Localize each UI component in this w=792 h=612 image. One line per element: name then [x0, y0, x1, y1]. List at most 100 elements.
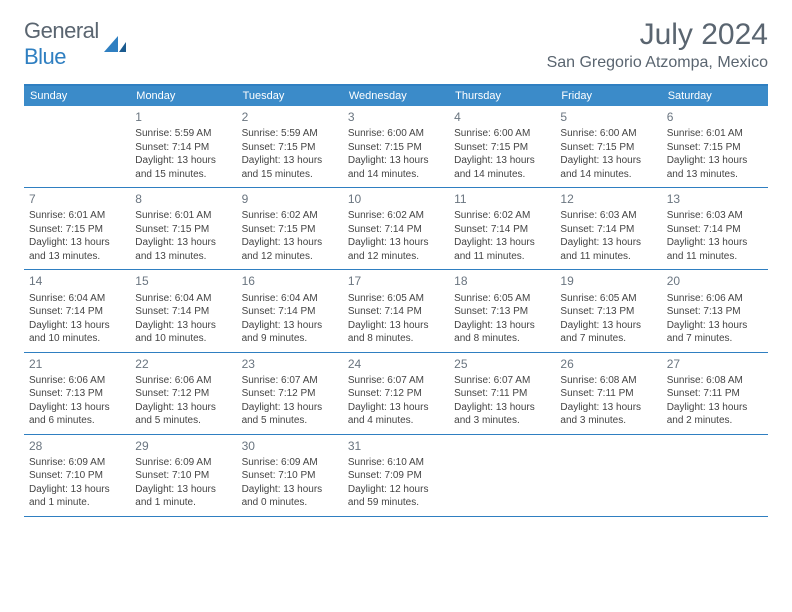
day-cell: 22Sunrise: 6:06 AMSunset: 7:12 PMDayligh… — [130, 353, 236, 434]
week-row: 14Sunrise: 6:04 AMSunset: 7:14 PMDayligh… — [24, 270, 768, 352]
day-cell: 19Sunrise: 6:05 AMSunset: 7:13 PMDayligh… — [555, 270, 661, 351]
day-sunrise: Sunrise: 6:09 AM — [135, 456, 231, 470]
day-cell: 25Sunrise: 6:07 AMSunset: 7:11 PMDayligh… — [449, 353, 555, 434]
day-sunrise: Sunrise: 6:07 AM — [454, 374, 550, 388]
day-sunset: Sunset: 7:11 PM — [560, 387, 656, 401]
day-cell — [449, 435, 555, 516]
day-daylight2: and 59 minutes. — [348, 496, 444, 510]
day-daylight2: and 6 minutes. — [29, 414, 125, 428]
day-cell — [24, 106, 130, 187]
day-daylight1: Daylight: 13 hours — [560, 236, 656, 250]
day-cell: 5Sunrise: 6:00 AMSunset: 7:15 PMDaylight… — [555, 106, 661, 187]
logo-sail-icon — [104, 36, 126, 52]
day-daylight1: Daylight: 13 hours — [667, 236, 763, 250]
day-daylight1: Daylight: 13 hours — [135, 236, 231, 250]
day-header-mon: Monday — [130, 86, 236, 106]
day-sunset: Sunset: 7:13 PM — [29, 387, 125, 401]
day-daylight1: Daylight: 13 hours — [135, 154, 231, 168]
day-daylight2: and 13 minutes. — [135, 250, 231, 264]
day-sunrise: Sunrise: 6:05 AM — [454, 292, 550, 306]
day-daylight1: Daylight: 13 hours — [454, 319, 550, 333]
day-sunset: Sunset: 7:11 PM — [454, 387, 550, 401]
title-block: July 2024 San Gregorio Atzompa, Mexico — [547, 18, 768, 72]
day-sunset: Sunset: 7:13 PM — [454, 305, 550, 319]
day-number: 22 — [135, 356, 231, 372]
day-sunrise: Sunrise: 6:00 AM — [560, 127, 656, 141]
day-cell — [555, 435, 661, 516]
day-number: 5 — [560, 109, 656, 125]
day-sunrise: Sunrise: 5:59 AM — [135, 127, 231, 141]
day-sunrise: Sunrise: 6:09 AM — [242, 456, 338, 470]
day-cell: 24Sunrise: 6:07 AMSunset: 7:12 PMDayligh… — [343, 353, 449, 434]
day-number: 16 — [242, 273, 338, 289]
day-number: 11 — [454, 191, 550, 207]
day-number: 13 — [667, 191, 763, 207]
day-sunrise: Sunrise: 6:00 AM — [348, 127, 444, 141]
day-header-fri: Friday — [555, 86, 661, 106]
day-sunset: Sunset: 7:10 PM — [29, 469, 125, 483]
day-sunset: Sunset: 7:15 PM — [242, 141, 338, 155]
day-daylight2: and 7 minutes. — [667, 332, 763, 346]
day-sunset: Sunset: 7:12 PM — [135, 387, 231, 401]
day-daylight1: Daylight: 13 hours — [242, 236, 338, 250]
day-daylight2: and 10 minutes. — [135, 332, 231, 346]
day-sunrise: Sunrise: 6:09 AM — [29, 456, 125, 470]
day-sunset: Sunset: 7:15 PM — [454, 141, 550, 155]
day-daylight2: and 0 minutes. — [242, 496, 338, 510]
day-daylight1: Daylight: 13 hours — [29, 401, 125, 415]
day-daylight2: and 15 minutes. — [242, 168, 338, 182]
day-cell: 13Sunrise: 6:03 AMSunset: 7:14 PMDayligh… — [662, 188, 768, 269]
day-header-row: Sunday Monday Tuesday Wednesday Thursday… — [24, 86, 768, 106]
day-number: 4 — [454, 109, 550, 125]
day-number: 2 — [242, 109, 338, 125]
day-daylight1: Daylight: 13 hours — [242, 154, 338, 168]
day-number: 20 — [667, 273, 763, 289]
location: San Gregorio Atzompa, Mexico — [547, 54, 768, 72]
day-daylight2: and 14 minutes. — [348, 168, 444, 182]
day-number: 1 — [135, 109, 231, 125]
day-number: 6 — [667, 109, 763, 125]
day-daylight2: and 5 minutes. — [242, 414, 338, 428]
day-daylight2: and 9 minutes. — [242, 332, 338, 346]
day-sunset: Sunset: 7:15 PM — [348, 141, 444, 155]
day-daylight2: and 2 minutes. — [667, 414, 763, 428]
day-number: 24 — [348, 356, 444, 372]
day-number: 31 — [348, 438, 444, 454]
day-sunset: Sunset: 7:10 PM — [135, 469, 231, 483]
day-cell: 16Sunrise: 6:04 AMSunset: 7:14 PMDayligh… — [237, 270, 343, 351]
day-daylight2: and 5 minutes. — [135, 414, 231, 428]
logo: General Blue — [24, 18, 126, 70]
day-sunrise: Sunrise: 6:02 AM — [348, 209, 444, 223]
day-daylight2: and 15 minutes. — [135, 168, 231, 182]
day-number: 18 — [454, 273, 550, 289]
day-sunset: Sunset: 7:14 PM — [454, 223, 550, 237]
day-number: 19 — [560, 273, 656, 289]
day-sunrise: Sunrise: 6:10 AM — [348, 456, 444, 470]
day-daylight1: Daylight: 13 hours — [348, 319, 444, 333]
day-sunset: Sunset: 7:15 PM — [29, 223, 125, 237]
day-cell: 31Sunrise: 6:10 AMSunset: 7:09 PMDayligh… — [343, 435, 449, 516]
week-row: 28Sunrise: 6:09 AMSunset: 7:10 PMDayligh… — [24, 435, 768, 517]
day-cell: 8Sunrise: 6:01 AMSunset: 7:15 PMDaylight… — [130, 188, 236, 269]
day-number: 14 — [29, 273, 125, 289]
day-sunrise: Sunrise: 6:03 AM — [667, 209, 763, 223]
day-sunset: Sunset: 7:14 PM — [135, 305, 231, 319]
day-sunrise: Sunrise: 6:05 AM — [560, 292, 656, 306]
day-sunrise: Sunrise: 6:06 AM — [667, 292, 763, 306]
day-sunrise: Sunrise: 5:59 AM — [242, 127, 338, 141]
day-sunset: Sunset: 7:13 PM — [667, 305, 763, 319]
day-daylight1: Daylight: 13 hours — [560, 319, 656, 333]
day-daylight1: Daylight: 13 hours — [135, 483, 231, 497]
day-sunset: Sunset: 7:11 PM — [667, 387, 763, 401]
day-cell: 4Sunrise: 6:00 AMSunset: 7:15 PMDaylight… — [449, 106, 555, 187]
day-daylight2: and 13 minutes. — [667, 168, 763, 182]
day-daylight1: Daylight: 12 hours — [348, 483, 444, 497]
logo-text-part1: General — [24, 18, 99, 43]
week-row: 7Sunrise: 6:01 AMSunset: 7:15 PMDaylight… — [24, 188, 768, 270]
week-row: 1Sunrise: 5:59 AMSunset: 7:14 PMDaylight… — [24, 106, 768, 188]
day-cell: 27Sunrise: 6:08 AMSunset: 7:11 PMDayligh… — [662, 353, 768, 434]
day-sunset: Sunset: 7:15 PM — [135, 223, 231, 237]
day-daylight1: Daylight: 13 hours — [667, 319, 763, 333]
day-sunset: Sunset: 7:15 PM — [560, 141, 656, 155]
day-cell: 30Sunrise: 6:09 AMSunset: 7:10 PMDayligh… — [237, 435, 343, 516]
